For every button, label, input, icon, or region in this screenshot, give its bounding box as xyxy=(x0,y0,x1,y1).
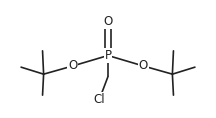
Text: O: O xyxy=(103,15,113,28)
Text: P: P xyxy=(105,49,111,62)
Text: Cl: Cl xyxy=(94,93,105,106)
Text: O: O xyxy=(68,59,77,72)
Text: O: O xyxy=(139,59,148,72)
